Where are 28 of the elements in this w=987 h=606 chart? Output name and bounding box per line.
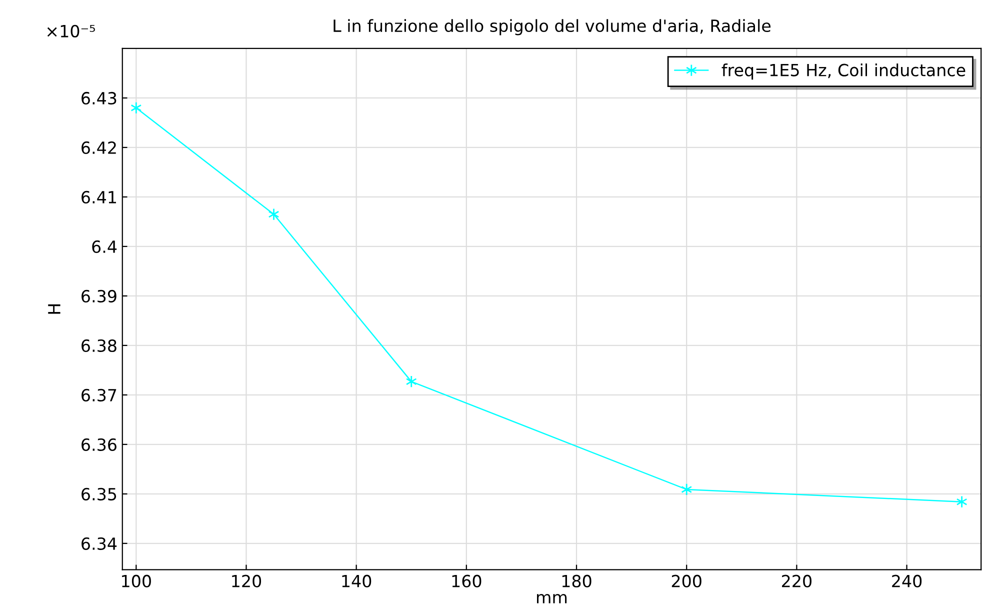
x-tick-label: 180: [562, 574, 592, 588]
x-tick-label: 200: [672, 574, 702, 588]
x-axis-title: mm: [537, 594, 567, 604]
y-tick-label: 6.41: [82, 190, 116, 204]
point: [406, 375, 417, 388]
point: [268, 208, 280, 221]
x-tick-label: 160: [452, 574, 482, 588]
y-tick-label: 6.34: [82, 537, 117, 550]
y-tick-label: 6.39: [82, 290, 116, 303]
y-tick-label: 6.42: [82, 141, 116, 154]
x-tick-label: 140: [342, 574, 372, 588]
y-tick-label: 6.37: [82, 388, 116, 402]
point: [130, 102, 142, 114]
point: [956, 496, 968, 508]
point: [681, 483, 692, 496]
y-tick-label: 6.4: [92, 240, 117, 254]
x-tick-label: 220: [782, 574, 812, 588]
y-tick-label: 6.35: [82, 488, 116, 500]
text: ×10⁻⁵: [47, 24, 95, 38]
chart-title: L in funzione dello spigolo del volume d'aria, Radiale: [334, 19, 771, 36]
x-tick-label: 120: [232, 574, 262, 588]
y-tick-label: 6.43: [82, 92, 116, 105]
legend-label: freq=1E5 Hz, Coil inductance: [722, 63, 966, 80]
y-tick-label: 6.38: [82, 339, 116, 352]
y-axis-title: H: [48, 304, 60, 314]
x-tick-label: 240: [892, 574, 922, 588]
x-tick-label: 100: [122, 574, 151, 588]
y-tick-label: 6.36: [82, 438, 116, 451]
